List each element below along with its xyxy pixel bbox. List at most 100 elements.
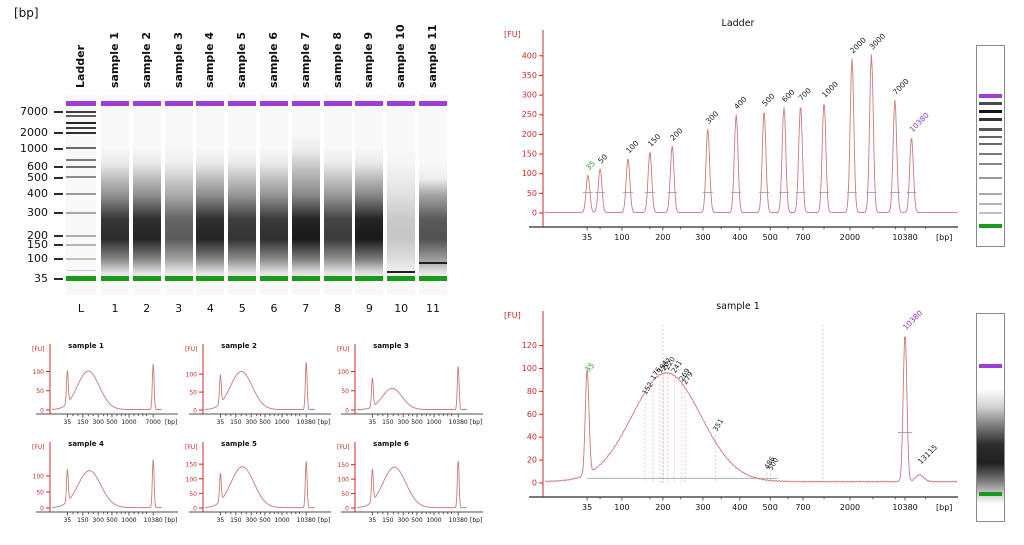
svg-text:100: 100 bbox=[624, 139, 641, 156]
svg-text:sample 1: sample 1 bbox=[716, 301, 760, 312]
gel-band bbox=[66, 244, 96, 246]
svg-text:0: 0 bbox=[345, 408, 349, 415]
gel-scale-tick bbox=[54, 177, 63, 179]
svg-text:200: 200 bbox=[655, 503, 670, 512]
svg-text:100: 100 bbox=[338, 477, 350, 484]
svg-text:50: 50 bbox=[36, 489, 44, 496]
svg-text:[FU]: [FU] bbox=[32, 346, 45, 353]
gel-column-header-4: sample 4 bbox=[203, 31, 217, 88]
gel-band bbox=[291, 276, 320, 281]
gel-bp-unit-label: [bp] bbox=[14, 6, 39, 20]
ladder-strip bbox=[976, 45, 1005, 247]
svg-text:10380: 10380 bbox=[297, 517, 316, 524]
svg-text:0: 0 bbox=[193, 506, 197, 513]
svg-text:2000: 2000 bbox=[840, 503, 860, 512]
gel-band bbox=[101, 101, 129, 106]
gel-band bbox=[101, 276, 129, 281]
gel-lane-number-5: 5 bbox=[238, 302, 246, 315]
strip-band bbox=[979, 153, 1002, 155]
gel-band bbox=[355, 276, 384, 281]
gel-band bbox=[66, 159, 96, 161]
svg-text:[bp]: [bp] bbox=[165, 517, 177, 524]
strip-band bbox=[979, 117, 1002, 121]
svg-text:120: 120 bbox=[522, 341, 537, 350]
gel-band bbox=[291, 101, 320, 106]
gel-scale-label-100: 100 bbox=[27, 252, 48, 265]
svg-text:50: 50 bbox=[189, 491, 197, 498]
gel-band bbox=[66, 101, 96, 106]
gel-scale-label-2000: 2000 bbox=[20, 126, 48, 139]
svg-text:0: 0 bbox=[532, 209, 537, 218]
sample1-small-svg: sample 1 0 50 100 [FU] 35 150 300 500 1000 7000 [bp… bbox=[32, 342, 178, 426]
gel-band bbox=[132, 276, 161, 281]
gel-lane-sample-2 bbox=[132, 95, 161, 295]
svg-text:500: 500 bbox=[411, 517, 423, 524]
gel-column-header-2: sample 2 bbox=[139, 31, 153, 88]
sample1-large-svg: sample 135103801521761942072202412692793… bbox=[504, 301, 958, 512]
svg-text:150: 150 bbox=[77, 419, 89, 426]
svg-text:400: 400 bbox=[732, 95, 749, 112]
gel-scale-tick bbox=[54, 258, 63, 260]
strip-band bbox=[979, 212, 1002, 215]
sample1-strip bbox=[976, 313, 1005, 522]
gel-scale-label-7000: 7000 bbox=[20, 105, 48, 118]
svg-text:sample 2: sample 2 bbox=[221, 342, 257, 350]
gel-scale-tick bbox=[54, 148, 63, 150]
svg-text:10380: 10380 bbox=[449, 419, 468, 426]
svg-text:700: 700 bbox=[795, 233, 810, 242]
gel-band bbox=[66, 147, 96, 149]
svg-text:150: 150 bbox=[77, 517, 89, 524]
svg-text:100: 100 bbox=[614, 503, 629, 512]
svg-text:50: 50 bbox=[527, 189, 537, 198]
gel-band bbox=[66, 115, 96, 117]
svg-text:300: 300 bbox=[522, 91, 537, 100]
svg-text:1000: 1000 bbox=[820, 79, 840, 99]
gel-band bbox=[66, 269, 96, 271]
gel-band bbox=[164, 276, 193, 281]
svg-text:1000: 1000 bbox=[121, 517, 136, 524]
gel-lane-number-9: 9 bbox=[365, 302, 373, 315]
svg-text:300: 300 bbox=[397, 517, 409, 524]
svg-text:400: 400 bbox=[522, 51, 537, 60]
gel-lane-number-4: 4 bbox=[206, 302, 214, 315]
strip-band bbox=[979, 109, 1002, 113]
gel-band bbox=[355, 101, 384, 106]
gel-lane-number-2: 2 bbox=[143, 302, 151, 315]
svg-text:100: 100 bbox=[33, 473, 45, 480]
svg-text:300: 300 bbox=[704, 109, 721, 126]
gel-band bbox=[228, 101, 257, 106]
gel-lane-number-10: 10 bbox=[394, 302, 409, 315]
gel-column-header-11: sample 11 bbox=[426, 24, 439, 88]
gel-band bbox=[419, 261, 447, 265]
gel-band bbox=[196, 276, 225, 281]
svg-text:sample 6: sample 6 bbox=[373, 440, 409, 448]
svg-text:2000: 2000 bbox=[840, 233, 860, 242]
gel-column-header-9: sample 9 bbox=[362, 31, 376, 88]
svg-text:35: 35 bbox=[64, 517, 72, 524]
svg-text:sample 1: sample 1 bbox=[68, 342, 104, 350]
svg-text:500: 500 bbox=[259, 517, 271, 524]
sample1-electropherogram-large: sample 1 35 10380 152 176 194 207 220 241 269 279 3… bbox=[500, 293, 960, 545]
svg-text:100: 100 bbox=[186, 372, 198, 379]
strip-band bbox=[979, 177, 1002, 179]
gel-scale-tick bbox=[54, 111, 63, 113]
gel-band bbox=[164, 101, 193, 106]
svg-text:20: 20 bbox=[527, 456, 537, 465]
sample3-small-chart: sample 3 0 50 100 [FU] 35 150 300 500 1000 10380 [b… bbox=[333, 338, 485, 434]
svg-text:0: 0 bbox=[40, 408, 44, 415]
svg-text:0: 0 bbox=[40, 506, 44, 513]
sample3-small-svg: sample 3 0 50 100 [FU] 35 150 300 500 1000 10380 [b… bbox=[337, 342, 483, 426]
strip-band bbox=[979, 163, 1002, 166]
gel-column-header-7: sample 7 bbox=[298, 31, 312, 88]
gel-band bbox=[323, 276, 352, 281]
svg-text:10380: 10380 bbox=[892, 503, 917, 512]
svg-text:150: 150 bbox=[646, 132, 663, 149]
gel-band bbox=[66, 176, 96, 178]
svg-text:300: 300 bbox=[245, 517, 257, 524]
sample5-small-chart: sample 5 0 50 100 150 [FU] 35 150 300 500 1000 1038… bbox=[181, 436, 333, 532]
svg-text:10380: 10380 bbox=[892, 233, 917, 242]
